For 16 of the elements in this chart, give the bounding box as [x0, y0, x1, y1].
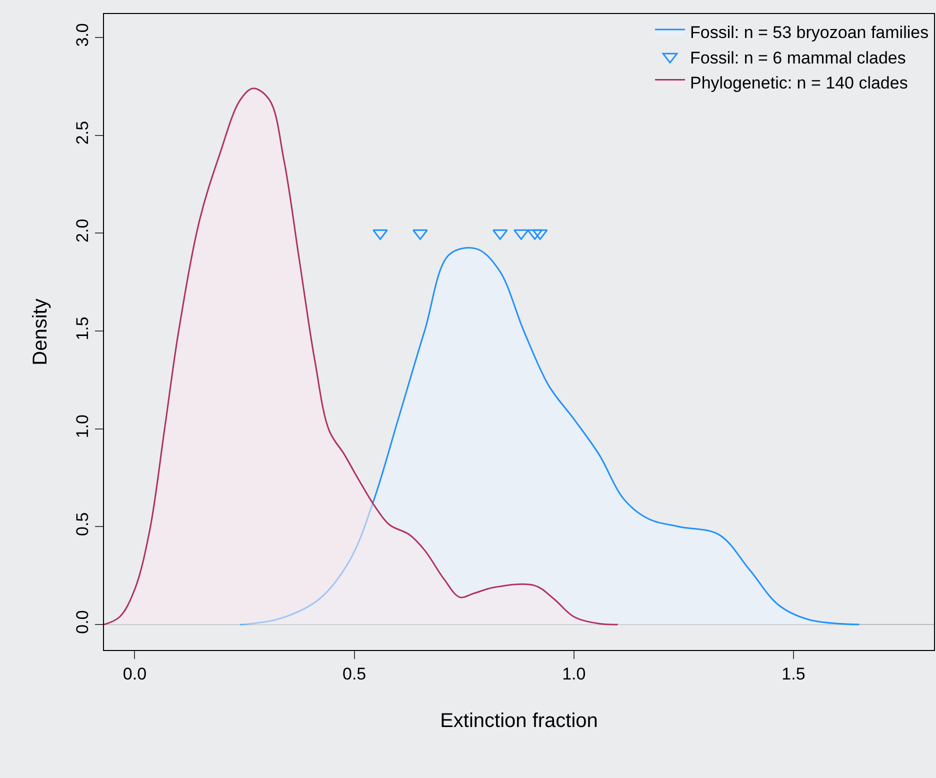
y-tick-label: 3.0: [73, 23, 92, 47]
x-axis-title: Extinction fraction: [440, 710, 598, 732]
y-tick-label: 1.5: [73, 316, 92, 340]
y-tick-label: 0.5: [73, 512, 92, 536]
y-tick-label: 2.0: [73, 218, 92, 242]
x-tick-label: 1.5: [782, 664, 806, 684]
y-axis-title: Density: [30, 298, 52, 366]
legend-label: Phylogenetic: n = 140 clades: [690, 73, 908, 92]
y-tick-label: 0.0: [73, 610, 92, 634]
x-tick-label: 1.0: [562, 664, 586, 684]
legend-label: Fossil: n = 53 bryozoan families: [690, 23, 929, 42]
y-tick-label: 2.5: [73, 120, 92, 145]
legend-label: Fossil: n = 6 mammal clades: [690, 48, 906, 68]
x-tick-label: 0.5: [342, 664, 366, 684]
y-tick-label: 1.0: [73, 414, 92, 438]
x-tick-label: 0.0: [122, 664, 147, 684]
